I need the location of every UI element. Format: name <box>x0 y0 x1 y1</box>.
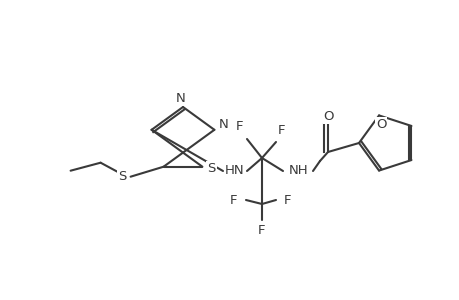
Text: F: F <box>257 224 265 238</box>
Text: F: F <box>284 194 291 206</box>
Text: F: F <box>230 194 237 206</box>
Text: O: O <box>323 110 334 122</box>
Text: O: O <box>375 118 386 131</box>
Text: HN: HN <box>225 164 244 178</box>
Text: S: S <box>118 170 127 183</box>
Text: F: F <box>236 121 243 134</box>
Text: N: N <box>218 118 228 131</box>
Text: S: S <box>207 162 215 175</box>
Text: N: N <box>176 92 185 104</box>
Text: F: F <box>278 124 285 137</box>
Text: NH: NH <box>289 164 308 178</box>
